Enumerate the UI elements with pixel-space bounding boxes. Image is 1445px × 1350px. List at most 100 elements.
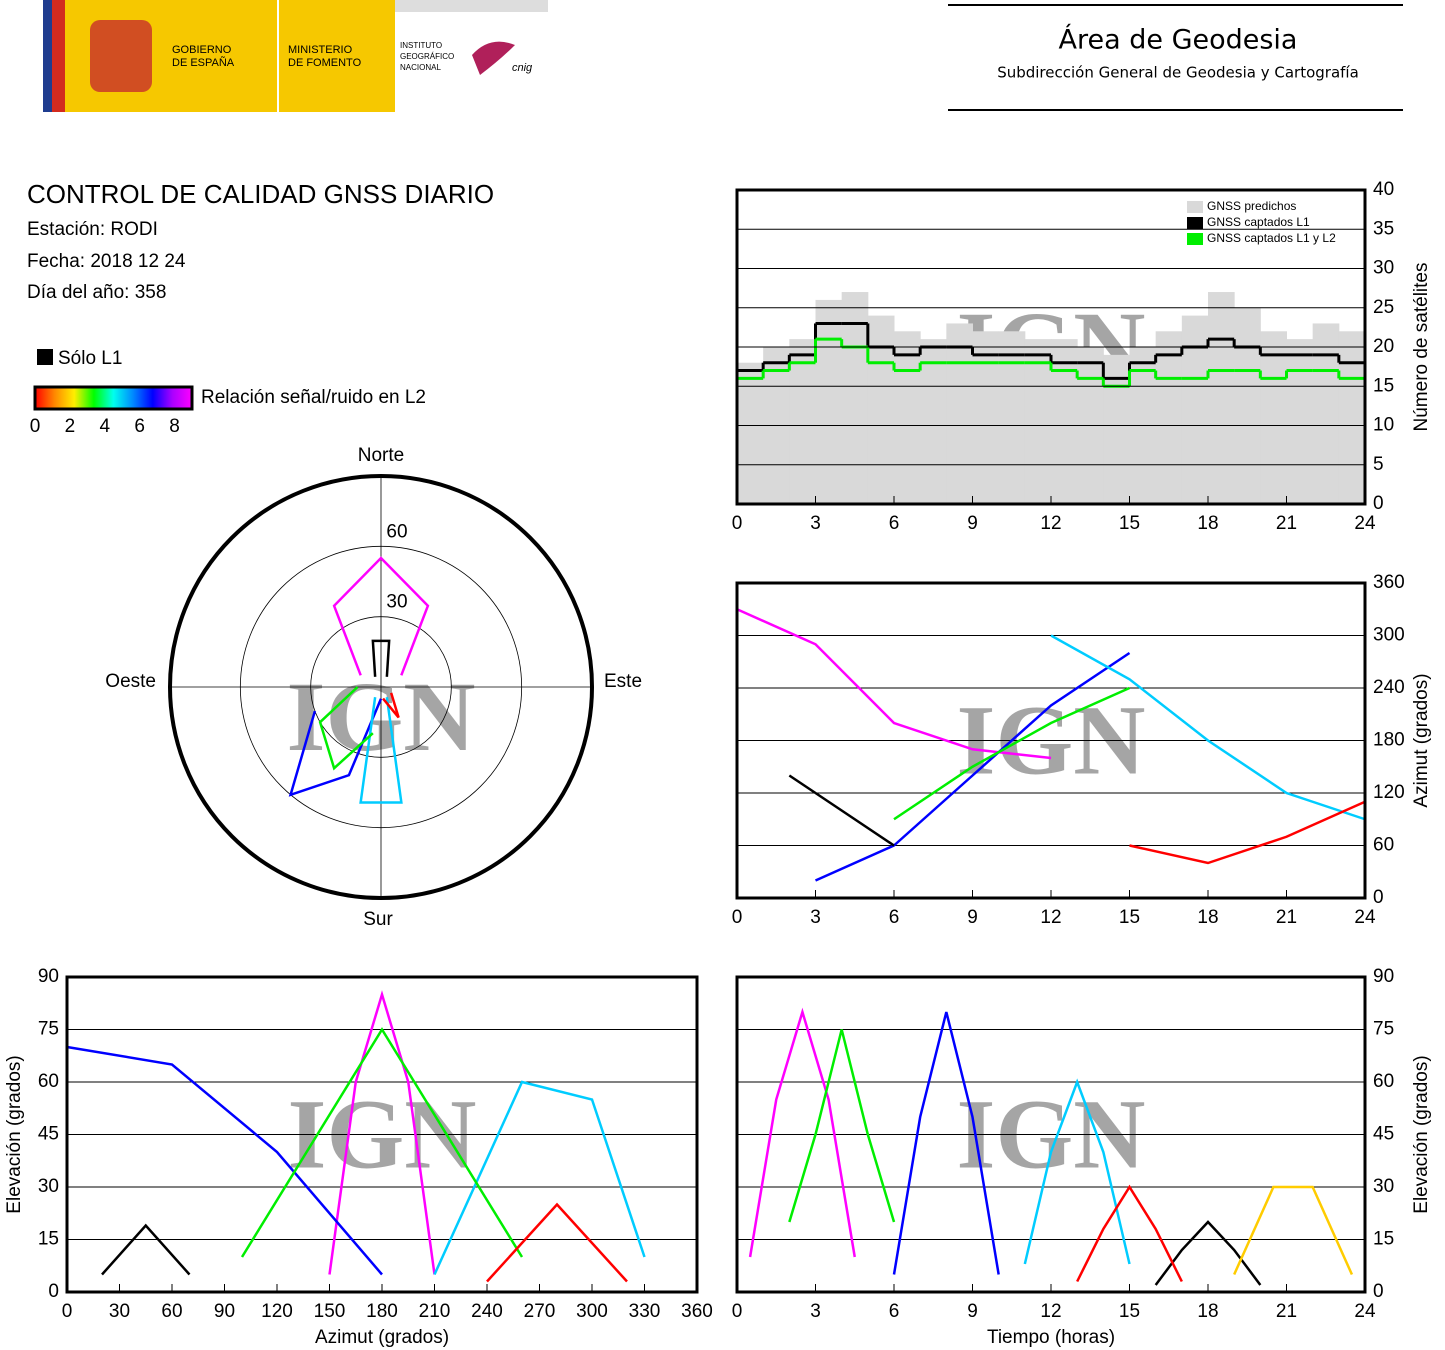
track: [1050, 634, 1366, 821]
x-tick-label: 360: [681, 1301, 713, 1322]
y-tick-label: 0: [1373, 493, 1384, 514]
x-tick-label: 3: [810, 907, 821, 928]
direction-label: Sur: [363, 909, 393, 930]
legend-label: GNSS captados L1 y L2: [1207, 231, 1336, 245]
direction-label: Este: [604, 671, 642, 692]
x-tick-label: 12: [1040, 513, 1061, 534]
colorbar-tick-label: 8: [169, 416, 180, 437]
x-tick-label: 90: [214, 1301, 235, 1322]
x-tick-label: 270: [524, 1301, 556, 1322]
elevation-ring: [239, 545, 523, 829]
predicted-bar: [1208, 292, 1235, 504]
y-tick-label: 90: [38, 966, 59, 987]
info-line: Día del año: 358: [27, 282, 166, 303]
colorbar-tick-label: 2: [65, 416, 76, 437]
x-tick-label: 12: [1040, 1301, 1061, 1322]
plot-frame: [735, 581, 1367, 900]
track: [371, 639, 391, 677]
x-tick-label: 3: [810, 1301, 821, 1322]
x-tick-label: 24: [1354, 1301, 1376, 1322]
y-tick-label: 60: [1373, 1071, 1394, 1092]
x-tick-label: 330: [629, 1301, 661, 1322]
logo-text: cnig: [512, 62, 533, 74]
coat-of-arms: [90, 20, 152, 92]
x-tick-label: 180: [366, 1301, 398, 1322]
track: [788, 1029, 896, 1223]
y-tick-label: 35: [1373, 218, 1394, 239]
x-tick-label: 24: [1354, 513, 1376, 534]
logo-text: DE ESPAÑA: [172, 56, 235, 69]
legend-label: GNSS predichos: [1207, 199, 1296, 213]
track: [1023, 1078, 1131, 1265]
predicted-bar: [894, 331, 921, 504]
x-tick-label: 15: [1119, 907, 1140, 928]
logo-text: MINISTERIO: [288, 44, 353, 56]
watermark: IGN: [288, 1078, 477, 1189]
x-tick-label: 18: [1197, 1301, 1218, 1322]
track: [1233, 1185, 1354, 1276]
x-tick-label: 0: [732, 513, 743, 534]
predicted-bar: [1181, 315, 1209, 504]
track: [433, 1080, 646, 1276]
track: [359, 696, 403, 804]
predicted-bar: [789, 339, 816, 504]
colorbar-label: Relación señal/ruido en L2: [201, 387, 426, 408]
plot-frame: [65, 975, 699, 1294]
y-tick-label: 0: [1373, 887, 1384, 908]
x-tick-label: 9: [967, 907, 978, 928]
predicted-bar: [1051, 339, 1078, 504]
logo-text: GOBIERNO: [172, 44, 232, 56]
legend-swatch: [1187, 233, 1203, 245]
track: [240, 1027, 524, 1258]
track: [814, 651, 1131, 882]
predicted-bar: [1260, 331, 1287, 504]
header-title: Área de Geodesia: [1059, 24, 1298, 56]
track: [101, 1223, 191, 1276]
x-tick-label: 21: [1276, 513, 1297, 534]
report-title: CONTROL DE CALIDAD GNSS DIARIO: [27, 179, 494, 209]
y-tick-label: 0: [1373, 1281, 1384, 1302]
y-axis-label: Número de satélites: [1411, 263, 1432, 432]
x-tick-label: 120: [261, 1301, 293, 1322]
track: [288, 698, 383, 797]
x-tick-label: 21: [1276, 907, 1297, 928]
y-tick-label: 240: [1373, 677, 1405, 698]
y-tick-label: 15: [1373, 1229, 1394, 1250]
x-tick-label: 240: [471, 1301, 503, 1322]
x-tick-label: 15: [1119, 513, 1140, 534]
colorbar-tick-label: 0: [30, 416, 41, 437]
logo-text: INSTITUTO: [400, 41, 442, 50]
x-tick-label: 3: [810, 513, 821, 534]
header-subtitle: Subdirección General de Geodesia y Carto…: [997, 64, 1359, 82]
y-tick-label: 45: [38, 1124, 59, 1145]
legend-label: Sólo L1: [58, 348, 122, 369]
predicted-bar: [1155, 331, 1183, 504]
x-tick-label: 9: [967, 1301, 978, 1322]
y-tick-label: 30: [1373, 258, 1394, 279]
track: [318, 686, 374, 771]
x-tick-label: 0: [732, 1301, 743, 1322]
y-tick-label: 30: [1373, 1176, 1394, 1197]
logo-text: DE FOMENTO: [288, 57, 362, 69]
track: [328, 990, 436, 1275]
predicted-bar: [920, 339, 947, 504]
y-tick-label: 60: [1373, 835, 1394, 856]
elevation-ring: [310, 616, 452, 758]
track: [893, 686, 1131, 821]
y-tick-label: 15: [38, 1229, 59, 1250]
x-tick-label: 15: [1119, 1301, 1140, 1322]
x-tick-label: 24: [1354, 907, 1376, 928]
y-tick-label: 5: [1373, 454, 1384, 475]
plot-frame: [735, 975, 1367, 1294]
sky-frame: [168, 474, 594, 900]
y-tick-label: 360: [1373, 572, 1405, 593]
track: [788, 774, 895, 847]
y-tick-label: 0: [48, 1281, 59, 1302]
colorbar: [33, 385, 194, 411]
ring-label: 60: [386, 521, 407, 542]
x-tick-label: 9: [967, 513, 978, 534]
predicted-bar: [867, 315, 895, 504]
logo-block: [279, 0, 395, 112]
x-tick-label: 12: [1040, 907, 1061, 928]
x-tick-label: 21: [1276, 1301, 1297, 1322]
